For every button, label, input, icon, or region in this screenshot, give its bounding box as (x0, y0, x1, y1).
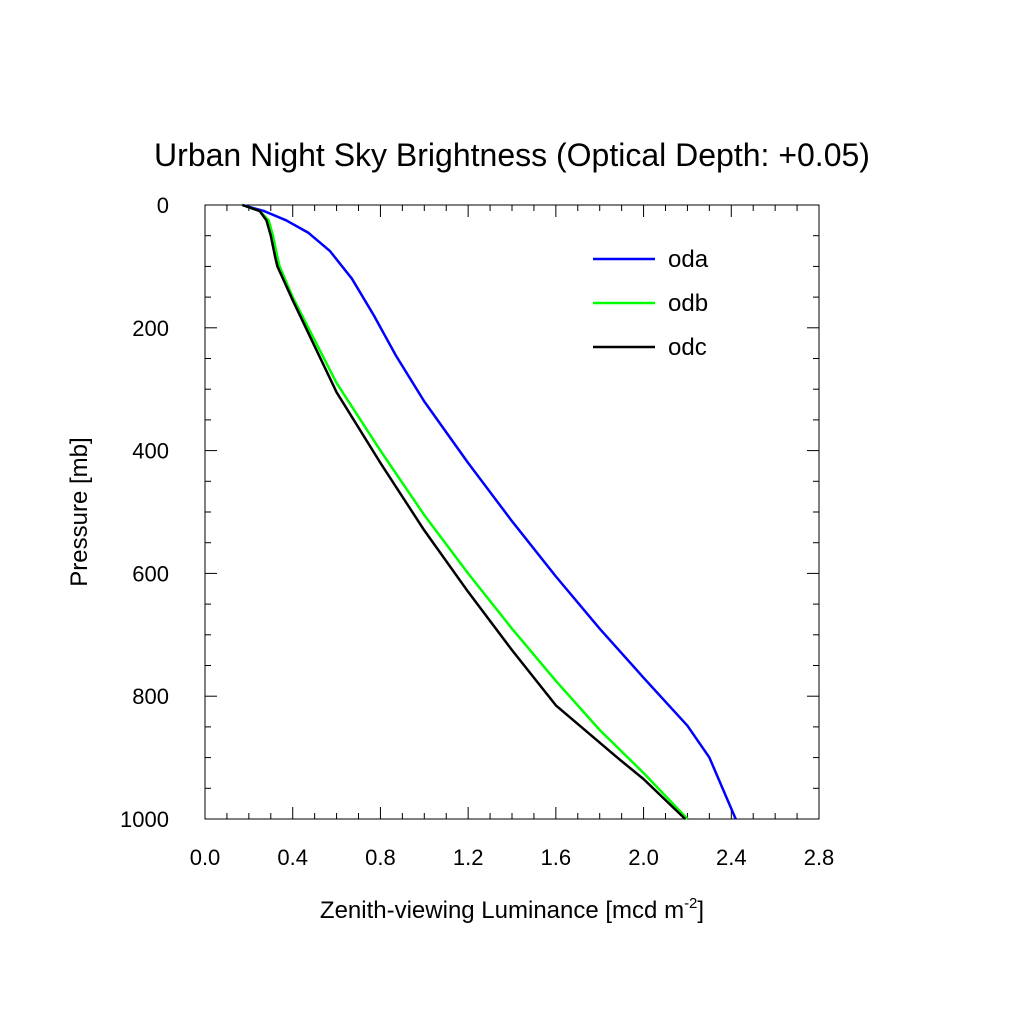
x-tick-label: 1.2 (453, 845, 484, 870)
legend-label-odb: odb (668, 290, 708, 317)
x-tick-label: 2.4 (716, 845, 747, 870)
series-line-oda (241, 203, 737, 820)
plot-frame (204, 204, 820, 820)
legend: oda odb odc (593, 246, 709, 361)
x-axis-label-superscript: -2 (684, 895, 697, 912)
x-axis-label: Zenith-viewing Luminance [mcd m-2] (320, 895, 704, 924)
y-tick-label: 200 (132, 316, 169, 341)
y-tick-label: 400 (132, 439, 169, 464)
chart-title: Urban Night Sky Brightness (Optical Dept… (154, 137, 870, 173)
y-tick-label: 0 (157, 193, 169, 218)
series-line-odb (241, 203, 689, 820)
y-axis-label: Pressure [mb] (66, 437, 93, 586)
x-axis-label-suffix: ] (697, 897, 704, 924)
x-tick-label: 0.4 (277, 845, 308, 870)
x-axis-label-main: Zenith-viewing Luminance [mcd m (320, 897, 684, 924)
series-line-odc (241, 203, 687, 820)
x-tick-label: 0.0 (190, 845, 221, 870)
legend-label-oda: oda (668, 246, 709, 273)
axis-ticks: 0.0 0.4 0.8 1.2 1.6 2.0 2.4 2.8 0 200 400 600 800 100… (120, 193, 834, 870)
x-tick-label: 2.0 (628, 845, 659, 870)
y-tick-label: 800 (132, 684, 169, 709)
x-tick-label: 1.6 (541, 845, 572, 870)
series-lines (241, 203, 737, 820)
legend-label-odc: odc (668, 334, 707, 361)
y-tick-label: 1000 (120, 807, 169, 832)
y-tick-label: 600 (132, 561, 169, 586)
x-tick-label: 2.8 (804, 845, 835, 870)
x-tick-label: 0.8 (365, 845, 396, 870)
